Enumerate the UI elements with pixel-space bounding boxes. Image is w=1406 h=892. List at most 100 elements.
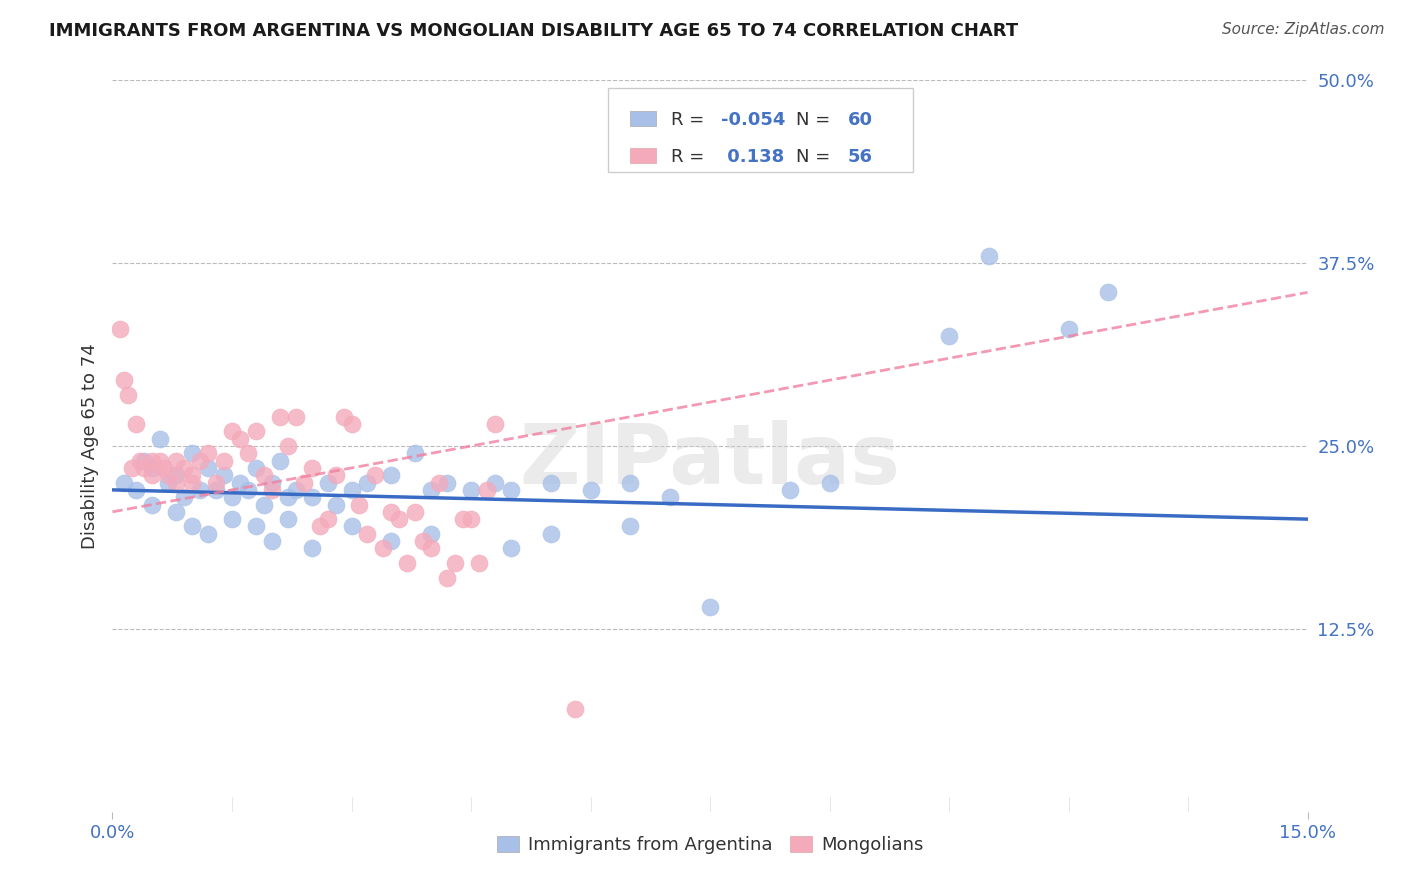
Point xyxy=(253,498,276,512)
Point xyxy=(173,461,195,475)
Point xyxy=(181,519,204,533)
Point xyxy=(121,461,143,475)
Point xyxy=(499,483,522,497)
Point xyxy=(349,498,371,512)
Point xyxy=(188,483,211,497)
Point xyxy=(316,512,339,526)
Point xyxy=(325,498,347,512)
Point xyxy=(173,490,195,504)
Point xyxy=(277,439,299,453)
Point xyxy=(149,453,172,467)
Point xyxy=(149,432,172,446)
Point xyxy=(579,483,602,497)
Text: -0.054: -0.054 xyxy=(721,111,785,128)
Point xyxy=(165,505,187,519)
Point xyxy=(269,409,291,424)
Point xyxy=(404,505,426,519)
Point xyxy=(197,461,219,475)
Point xyxy=(977,249,1000,263)
Point xyxy=(436,475,458,490)
Point xyxy=(420,483,443,497)
Point xyxy=(134,453,156,467)
Point xyxy=(373,541,395,556)
Point xyxy=(221,425,243,439)
Point xyxy=(188,453,211,467)
Point xyxy=(221,490,243,504)
Point xyxy=(460,512,482,526)
Point xyxy=(340,417,363,431)
Point xyxy=(141,461,163,475)
Point xyxy=(420,541,443,556)
Point xyxy=(779,483,801,497)
Point xyxy=(436,571,458,585)
Y-axis label: Disability Age 65 to 74: Disability Age 65 to 74 xyxy=(80,343,98,549)
Point xyxy=(427,475,450,490)
Point xyxy=(205,475,228,490)
Point xyxy=(253,468,276,483)
Point xyxy=(114,373,135,387)
Point xyxy=(197,446,219,460)
FancyBboxPatch shape xyxy=(609,87,914,171)
Text: 60: 60 xyxy=(848,111,873,128)
Point xyxy=(245,425,267,439)
Point xyxy=(484,417,506,431)
Point xyxy=(197,526,219,541)
Point xyxy=(499,541,522,556)
Point xyxy=(380,505,402,519)
Point xyxy=(229,432,252,446)
Point xyxy=(125,417,148,431)
Point xyxy=(356,475,378,490)
Text: R =: R = xyxy=(671,111,710,128)
Text: N =: N = xyxy=(796,147,837,166)
Point xyxy=(134,461,156,475)
Point xyxy=(444,556,467,570)
Point xyxy=(484,475,506,490)
Point xyxy=(468,556,491,570)
Point xyxy=(364,468,387,483)
Point xyxy=(301,490,323,504)
Text: ZIPatlas: ZIPatlas xyxy=(520,420,900,501)
Point xyxy=(388,512,411,526)
Point xyxy=(1057,322,1080,336)
Point xyxy=(340,519,363,533)
Point xyxy=(540,526,562,541)
Point xyxy=(141,453,163,467)
Point xyxy=(157,468,180,483)
Text: IMMIGRANTS FROM ARGENTINA VS MONGOLIAN DISABILITY AGE 65 TO 74 CORRELATION CHART: IMMIGRANTS FROM ARGENTINA VS MONGOLIAN D… xyxy=(49,22,1018,40)
Point xyxy=(181,446,204,460)
Point xyxy=(475,483,498,497)
Point xyxy=(260,475,283,490)
Point xyxy=(938,329,960,343)
Point xyxy=(277,490,299,504)
Point xyxy=(181,475,204,490)
Point xyxy=(301,541,323,556)
FancyBboxPatch shape xyxy=(630,111,657,126)
Text: N =: N = xyxy=(796,111,837,128)
Point xyxy=(380,534,402,549)
Point xyxy=(236,483,259,497)
Point xyxy=(659,490,682,504)
Text: Source: ZipAtlas.com: Source: ZipAtlas.com xyxy=(1222,22,1385,37)
Point xyxy=(340,483,363,497)
Point xyxy=(165,475,187,490)
Point xyxy=(212,468,235,483)
Point xyxy=(205,483,228,497)
Point xyxy=(699,599,721,614)
Point xyxy=(396,556,419,570)
Point xyxy=(404,446,426,460)
Point xyxy=(316,475,339,490)
Point xyxy=(260,534,283,549)
Point xyxy=(212,453,235,467)
Point xyxy=(308,519,330,533)
Point xyxy=(564,702,586,716)
Point xyxy=(245,519,267,533)
Point xyxy=(332,409,354,424)
Point xyxy=(157,475,180,490)
Point xyxy=(356,526,378,541)
Point xyxy=(245,461,267,475)
Point xyxy=(165,453,187,467)
Point xyxy=(117,388,139,402)
Point xyxy=(260,483,283,497)
Point xyxy=(1097,285,1119,300)
FancyBboxPatch shape xyxy=(630,148,657,163)
